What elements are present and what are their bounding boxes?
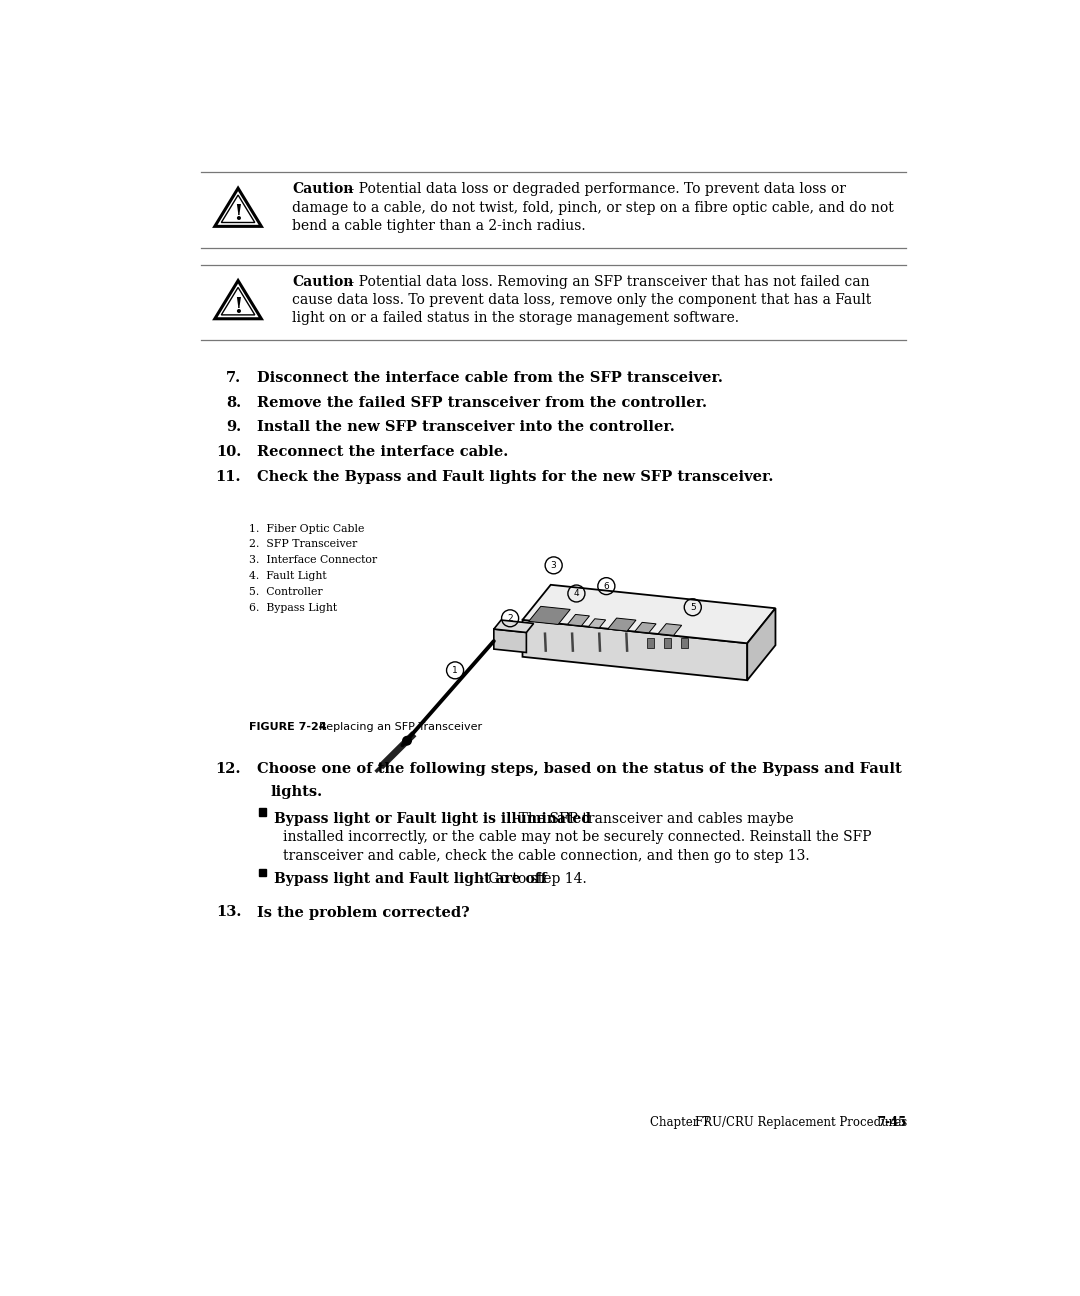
- Text: 4.  Fault Light: 4. Fault Light: [248, 572, 326, 581]
- Polygon shape: [608, 618, 636, 631]
- Bar: [259, 868, 267, 876]
- Text: Bypass light or Fault light is illuminated: Bypass light or Fault light is illuminat…: [273, 811, 591, 826]
- Text: – Potential data loss or degraded performance. To prevent data loss or: – Potential data loss or degraded perfor…: [343, 183, 846, 197]
- Text: !: !: [233, 203, 243, 226]
- Text: damage to a cable, do not twist, fold, pinch, or step on a fibre optic cable, an: damage to a cable, do not twist, fold, p…: [293, 201, 894, 215]
- Text: Install the new SFP transceiver into the controller.: Install the new SFP transceiver into the…: [257, 420, 674, 434]
- Polygon shape: [494, 629, 526, 652]
- Text: 4: 4: [573, 588, 579, 597]
- Text: Check the Bypass and Fault lights for the new SFP transceiver.: Check the Bypass and Fault lights for th…: [257, 469, 773, 483]
- Polygon shape: [747, 608, 775, 680]
- Text: installed incorrectly, or the cable may not be securely connected. Reinstall the: installed incorrectly, or the cable may …: [283, 829, 872, 844]
- Text: Reconnect the interface cable.: Reconnect the interface cable.: [257, 445, 508, 459]
- Text: 3.  Interface Connector: 3. Interface Connector: [248, 555, 377, 565]
- Text: Caution: Caution: [293, 183, 354, 197]
- Text: Replacing an SFP Transceiver: Replacing an SFP Transceiver: [312, 722, 483, 732]
- Text: 1: 1: [453, 666, 458, 675]
- Text: 12.: 12.: [216, 762, 241, 776]
- Text: bend a cable tighter than a 2-inch radius.: bend a cable tighter than a 2-inch radiu…: [293, 219, 586, 233]
- Text: 7.: 7.: [226, 371, 241, 385]
- Polygon shape: [523, 619, 747, 680]
- Text: Bypass light and Fault light are off: Bypass light and Fault light are off: [273, 872, 546, 885]
- Bar: [259, 809, 267, 815]
- Text: Remove the failed SFP transceiver from the controller.: Remove the failed SFP transceiver from t…: [257, 395, 706, 410]
- Polygon shape: [523, 584, 775, 643]
- Bar: [663, 639, 672, 648]
- Text: -The SFP transceiver and cables maybe: -The SFP transceiver and cables maybe: [510, 811, 794, 826]
- Polygon shape: [635, 622, 656, 632]
- Text: transceiver and cable, check the cable connection, and then go to step 13.: transceiver and cable, check the cable c…: [283, 849, 810, 863]
- Bar: [647, 639, 654, 648]
- Text: 6.  Bypass Light: 6. Bypass Light: [248, 603, 337, 613]
- Text: FRU/CRU Replacement Procedures: FRU/CRU Replacement Procedures: [696, 1116, 907, 1129]
- Text: 7-45: 7-45: [877, 1116, 906, 1129]
- Bar: [680, 639, 688, 648]
- Text: Is the problem corrected?: Is the problem corrected?: [257, 906, 470, 919]
- Text: FIGURE 7-24: FIGURE 7-24: [248, 722, 326, 732]
- Text: cause data loss. To prevent data loss, remove only the component that has a Faul: cause data loss. To prevent data loss, r…: [293, 293, 872, 307]
- Text: 6: 6: [604, 582, 609, 591]
- Text: 5.  Controller: 5. Controller: [248, 587, 323, 596]
- Text: 3: 3: [551, 561, 556, 570]
- Text: lights.: lights.: [271, 785, 323, 800]
- Circle shape: [403, 736, 411, 745]
- Polygon shape: [494, 619, 534, 632]
- Text: 8.: 8.: [226, 395, 241, 410]
- Text: 2: 2: [508, 614, 513, 623]
- Text: 13.: 13.: [216, 906, 241, 919]
- Text: 9.: 9.: [226, 420, 241, 434]
- Text: 2.  SFP Transceiver: 2. SFP Transceiver: [248, 539, 357, 550]
- Polygon shape: [589, 618, 606, 627]
- Text: 11.: 11.: [216, 469, 241, 483]
- Text: Disconnect the interface cable from the SFP transceiver.: Disconnect the interface cable from the …: [257, 371, 723, 385]
- Text: 10.: 10.: [216, 445, 241, 459]
- Polygon shape: [529, 607, 570, 625]
- Text: - Go to step 14.: - Go to step 14.: [475, 872, 586, 885]
- Text: Caution: Caution: [293, 275, 354, 289]
- Text: – Potential data loss. Removing an SFP transceiver that has not failed can: – Potential data loss. Removing an SFP t…: [343, 275, 869, 289]
- Text: Chapter 7: Chapter 7: [650, 1116, 710, 1129]
- Text: !: !: [233, 295, 243, 318]
- Polygon shape: [658, 623, 681, 635]
- Text: Choose one of the following steps, based on the status of the Bypass and Fault: Choose one of the following steps, based…: [257, 762, 902, 776]
- Text: light on or a failed status in the storage management software.: light on or a failed status in the stora…: [293, 311, 740, 325]
- Polygon shape: [567, 614, 590, 626]
- Text: 1.  Fiber Optic Cable: 1. Fiber Optic Cable: [248, 524, 364, 534]
- Text: 5: 5: [690, 603, 696, 612]
